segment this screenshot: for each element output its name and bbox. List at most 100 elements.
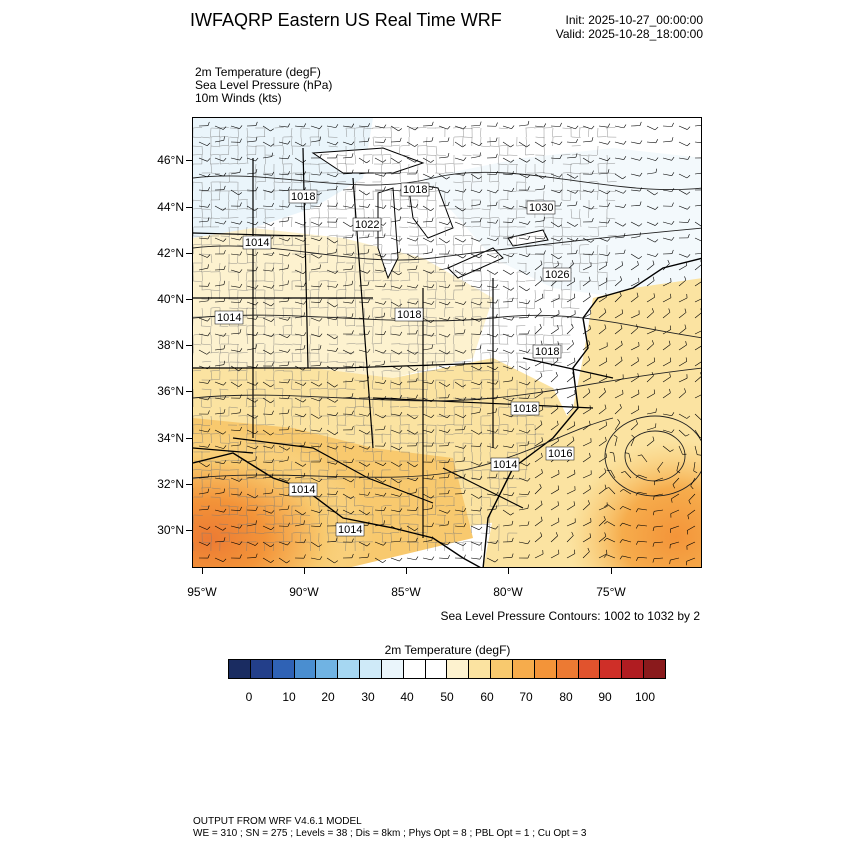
county-line: [373, 136, 383, 138]
county-line: [327, 469, 329, 480]
county-line: [499, 199, 509, 201]
wind-barb: [646, 326, 656, 335]
county-line: [309, 136, 311, 147]
county-line: [337, 415, 347, 417]
colorbar-swatch: [491, 660, 513, 678]
county-line: [201, 145, 203, 156]
county-line: [426, 523, 429, 534]
wind-barb: [550, 501, 559, 511]
county-line: [408, 271, 418, 274]
county-line: [462, 397, 472, 399]
wind-barb: [422, 137, 434, 143]
wind-barb: [390, 137, 402, 143]
lat-tick: [186, 530, 192, 531]
county-line: [588, 253, 598, 255]
county-line: [436, 460, 446, 462]
county-line: [498, 163, 508, 165]
wind-barb: [604, 504, 616, 511]
county-line: [498, 415, 501, 426]
county-line: [497, 172, 500, 183]
county-line: [193, 343, 194, 354]
wind-barb: [390, 216, 401, 223]
colorbar-swatch: [512, 660, 535, 678]
wind-barb: [619, 522, 632, 527]
county-line: [309, 541, 311, 552]
wind-barb: [262, 152, 274, 159]
county-line: [381, 253, 384, 264]
county-line: [210, 343, 212, 354]
wind-barb: [230, 441, 242, 447]
wind-barb: [294, 441, 306, 447]
wind-barb: [198, 461, 210, 468]
wind-barb: [690, 477, 696, 490]
county-line: [552, 316, 554, 327]
county-line: [355, 253, 365, 255]
wind-barb: [374, 557, 387, 563]
county-line: [318, 217, 320, 228]
wind-barb: [422, 522, 434, 527]
wind-barb: [470, 555, 483, 560]
county-line: [200, 316, 203, 327]
wind-barb: [406, 365, 419, 372]
pressure-label-box: [288, 482, 318, 497]
county-line: [525, 136, 527, 147]
wind-barb: [614, 291, 622, 303]
wind-barb: [390, 411, 403, 416]
colorbar-swatch: [622, 660, 645, 678]
county-line: [265, 307, 275, 309]
county-line: [282, 163, 285, 174]
wind-barb: [454, 456, 466, 463]
wind-barb: [518, 491, 531, 496]
wind-barb: [438, 316, 451, 321]
wind-barb: [422, 361, 434, 367]
wind-barb: [657, 461, 664, 473]
county-line: [417, 244, 420, 255]
wind-barb: [454, 125, 467, 130]
wind-barb: [614, 374, 624, 383]
county-line: [588, 208, 590, 219]
lon-label: 95°W: [187, 585, 217, 599]
county-line: [506, 496, 509, 507]
wind-barb: [566, 403, 574, 415]
county-line: [246, 154, 249, 165]
wind-barb: [486, 505, 498, 511]
wind-barb: [278, 541, 291, 546]
wind-barb: [246, 285, 259, 289]
county-line: [273, 469, 283, 471]
wind-barb: [598, 373, 608, 383]
county-line: [480, 532, 490, 534]
wind-barb: [198, 443, 211, 448]
county-line: [525, 370, 527, 381]
wind-barb: [582, 373, 592, 383]
wind-barb: [630, 310, 640, 319]
wind-barb: [390, 349, 403, 355]
init-time: Init: 2025-10-27_00:00:00: [565, 13, 703, 27]
pressure-label: 1018: [291, 191, 315, 203]
wind-barb: [198, 410, 210, 415]
wind-barb: [670, 509, 680, 518]
wind-barb: [518, 461, 531, 467]
wind-barb: [502, 509, 514, 516]
county-line: [470, 496, 473, 507]
county-line: [381, 334, 383, 345]
county-line: [291, 217, 293, 228]
wind-barb: [326, 557, 338, 564]
county-line: [264, 298, 274, 300]
wind-barb: [678, 357, 688, 367]
county-line: [426, 343, 436, 345]
wind-barb: [406, 477, 419, 482]
county-line: [211, 145, 221, 148]
wind-barb: [470, 345, 482, 351]
county-line: [516, 352, 518, 363]
wind-barb: [662, 412, 675, 416]
county-line: [237, 271, 239, 282]
county-line: [506, 469, 509, 480]
wind-barb: [694, 253, 701, 255]
wind-barb: [566, 201, 578, 207]
wind-barb: [486, 269, 499, 275]
wind-barb: [678, 341, 687, 351]
wind-barb: [358, 203, 371, 208]
county-line: [425, 442, 428, 453]
county-line: [272, 343, 275, 354]
wind-barb: [278, 316, 291, 321]
